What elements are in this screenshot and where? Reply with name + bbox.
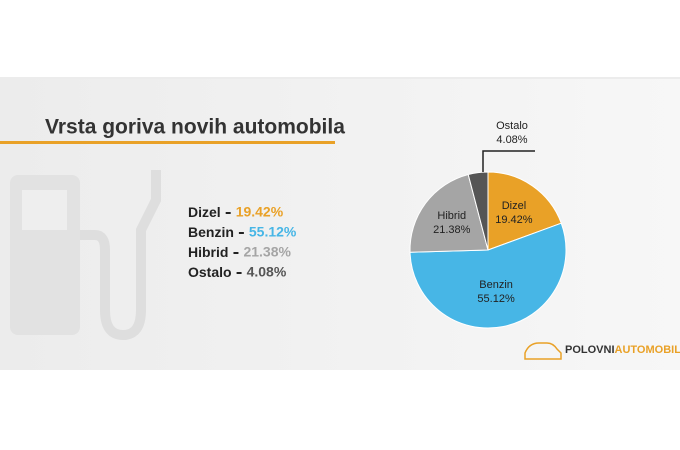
legend-name: Ostalo (188, 264, 232, 280)
slice-value: 21.38% (433, 224, 471, 236)
slice-value: 19.42% (495, 214, 533, 226)
legend-item: Dizel (188, 204, 221, 220)
legend-value: 55.12% (249, 224, 297, 240)
pie-slice (487, 171, 562, 251)
slice-name: Hibrid (437, 210, 466, 222)
pie-slice (409, 173, 489, 253)
logo-accent: AUTOMOBILI (615, 344, 680, 356)
logo: POLOVNIAUTOMOBILI (524, 342, 680, 360)
logo-dark: POLOVNI (565, 344, 615, 356)
slice-value: 4.08% (496, 134, 527, 146)
logo-icon (524, 342, 562, 360)
legend-name: Benzin (188, 224, 234, 240)
legend: Dizel 19.42%Benzin 55.12% Hibrid 21.38% Ostal… (188, 204, 297, 280)
leader-line (482, 150, 535, 172)
legend-name: Dizel (188, 204, 221, 220)
legend-item: Hibrid (188, 244, 228, 260)
legend-value: 4.08% (247, 264, 287, 280)
logo-text: POLOVNIAUTOMOBILI (565, 344, 680, 356)
legend-name: Hibrid (188, 244, 228, 260)
banner (0, 79, 680, 370)
legend-item: Ostalo (188, 264, 232, 280)
title-underline (0, 141, 335, 144)
chart-title: Vrsta goriva novih automobila (45, 116, 345, 139)
legend-value: 21.38% (243, 244, 291, 260)
pie: Dizel 19.42% Benzin 55.12% Hibrid 21.38% Ostal… (409, 120, 567, 329)
slice-name: Benzin (479, 279, 513, 291)
fuel-pump-icon (10, 170, 161, 341)
legend-item: Benzin (188, 224, 234, 240)
slice-value: 55.12% (477, 293, 515, 305)
legend-value: 19.42% (236, 204, 284, 220)
slice-name: Ostalo (496, 120, 528, 132)
slice-name: Dizel (502, 200, 526, 212)
pie-slice (409, 222, 567, 329)
pie-slice (467, 171, 489, 251)
